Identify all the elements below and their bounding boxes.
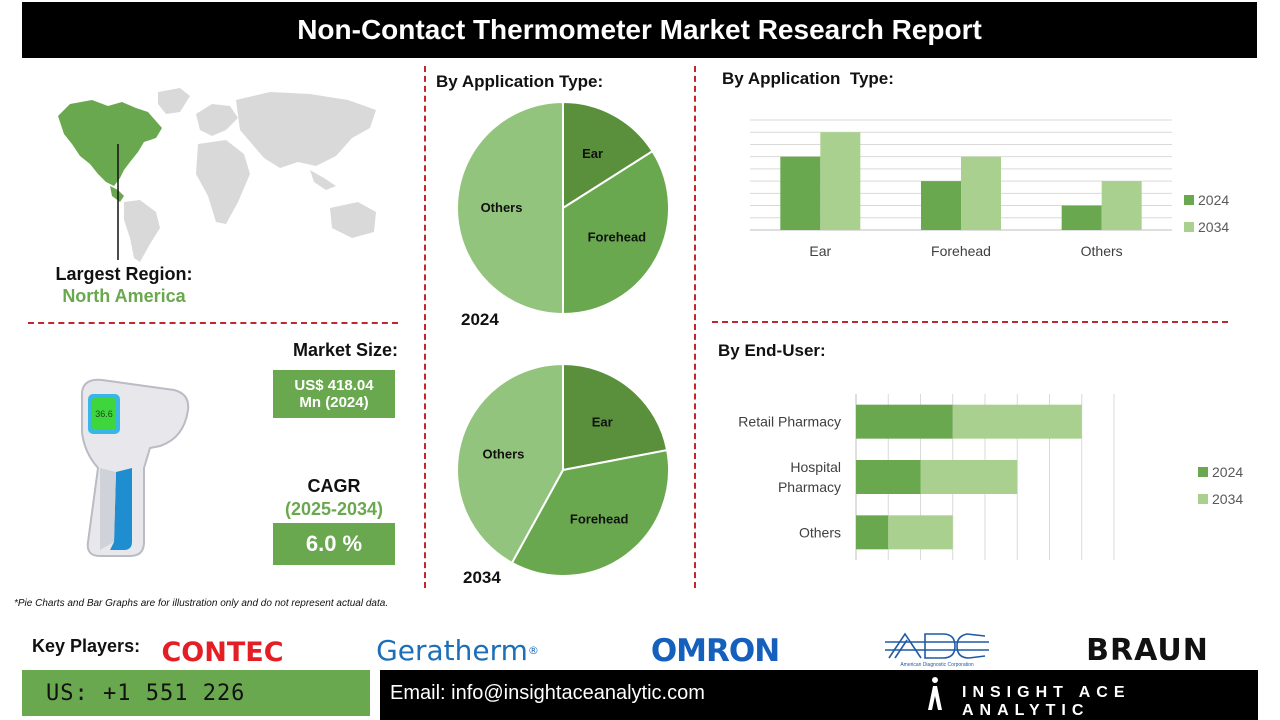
logo-contec: CONTEC xyxy=(161,636,284,668)
brand-logo-icon xyxy=(928,677,942,710)
region-label: Largest Region: xyxy=(55,264,193,284)
vbar-ear-2024 xyxy=(780,156,821,230)
logo-geratherm: Geratherm ® xyxy=(376,633,539,667)
hbar-category-label: Retail Pharmacy xyxy=(738,414,841,430)
vbar-legend-label: 2034 xyxy=(1198,219,1229,235)
footer-email: Email: info@insightaceanalytic.com xyxy=(390,682,705,704)
bar-chart-title: By Application Type: xyxy=(722,69,894,88)
pie-slice-forehead xyxy=(510,448,670,577)
vbar-others-2034 xyxy=(1101,181,1142,230)
pie-slice-others xyxy=(456,100,564,316)
footer-contact-bar: Email: info@insightaceanalytic.com INSIG… xyxy=(380,670,1258,720)
vbar-legend-swatch-2024 xyxy=(1184,195,1194,205)
hbar-legend-swatch-2034 xyxy=(1198,494,1208,504)
vbar-category-label: Forehead xyxy=(931,243,991,259)
pie-label-others: Others xyxy=(482,447,524,462)
cagr-value: 6.0 % xyxy=(273,523,395,565)
hbar-others-2024 xyxy=(856,515,889,550)
pie-2024-year: 2024 xyxy=(461,310,499,329)
key-players-label: Key Players: xyxy=(32,636,141,656)
pie-label-forehead: Forehead xyxy=(570,512,629,527)
application-bar-chart: Ear Forehead Others 2024 2034 xyxy=(750,119,1229,259)
logo-geratherm-text: Geratherm xyxy=(376,633,528,667)
footer-brand: INSIGHT ACE ANALYTIC xyxy=(962,684,1131,719)
market-size-value-line1: US$ 418.04 xyxy=(294,377,374,394)
market-size-box: US$ 418.04 Mn (2024) xyxy=(273,370,395,418)
divider-left-h xyxy=(28,322,398,324)
hbar-legend-swatch-2024 xyxy=(1198,467,1208,477)
pie-chart-2024: Ear Forehead Others xyxy=(456,100,670,316)
hbar-category-label: Pharmacy xyxy=(778,479,841,495)
pie-section-title: By Application Type: xyxy=(436,72,604,91)
cagr-period: (2025-2034) xyxy=(284,499,384,519)
pie-slice-others xyxy=(456,362,564,565)
hbar-retail-pharmacy-2034 xyxy=(952,404,1082,439)
pie-label-others: Others xyxy=(481,200,523,215)
vbar-forehead-2024 xyxy=(921,181,961,230)
footer-phone: US: +1 551 226 xyxy=(22,670,370,716)
disclaimer: *Pie Charts and Bar Graphs are for illus… xyxy=(14,598,389,609)
hbar-retail-pharmacy-2024 xyxy=(856,404,953,439)
logo-adc-tagline: American Diagnostic Corporation xyxy=(900,662,974,668)
divider-right xyxy=(694,66,696,588)
pie-label-forehead: Forehead xyxy=(588,230,647,245)
hbar-category-label: Others xyxy=(799,524,841,540)
hbar-category-label: Hospital xyxy=(790,459,841,475)
logo-braun: BRAUN xyxy=(1086,632,1209,668)
vbar-ear-2034 xyxy=(820,132,861,230)
hbar-others-2034 xyxy=(888,515,953,550)
divider-left xyxy=(424,66,426,588)
logo-adc: American Diagnostic Corporation xyxy=(885,632,989,668)
pie-slice-ear xyxy=(562,362,669,472)
cagr-label: CAGR xyxy=(307,476,361,496)
hbar-legend-label: 2024 xyxy=(1212,464,1243,480)
logo-omron: OMRON xyxy=(650,633,780,669)
enduser-chart-title: By End-User: xyxy=(718,341,826,360)
vbar-category-label: Others xyxy=(1081,243,1123,259)
vbar-forehead-2034 xyxy=(961,156,1001,230)
vbar-others-2024 xyxy=(1061,205,1102,230)
world-map xyxy=(58,88,376,262)
enduser-bar-chart: Retail Pharmacy Hospital Pharmacy Others 202… xyxy=(738,394,1243,560)
hbar-legend-label: 2034 xyxy=(1212,491,1243,507)
pie-chart-2034: Ear Forehead Others xyxy=(456,362,670,577)
pie-label-ear: Ear xyxy=(592,415,613,430)
vbar-legend-label: 2024 xyxy=(1198,192,1229,208)
region-value: North America xyxy=(62,286,186,306)
pie-slice-ear xyxy=(562,100,654,210)
north-america-shape xyxy=(58,100,162,186)
hbar-hospital-pharmacy-2034 xyxy=(920,460,1018,494)
hbar-hospital-pharmacy-2024 xyxy=(856,460,921,494)
market-size-label: Market Size: xyxy=(292,340,398,360)
divider-right-h xyxy=(712,321,1228,323)
pie-2034-year: 2034 xyxy=(463,568,501,587)
market-size-value-line2: Mn (2024) xyxy=(299,394,369,411)
page-title: Non-Contact Thermometer Market Research … xyxy=(22,2,1257,58)
vbar-legend-swatch-2034 xyxy=(1184,222,1194,232)
pie-label-ear: Ear xyxy=(582,146,603,161)
pie-slice-forehead xyxy=(562,149,670,316)
thermometer-icon: 36.6 xyxy=(81,378,190,557)
thermometer-reading: 36.6 xyxy=(95,409,113,419)
vbar-category-label: Ear xyxy=(809,243,831,259)
